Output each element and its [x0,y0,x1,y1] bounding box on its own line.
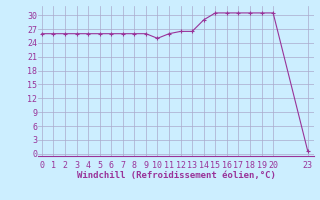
X-axis label: Windchill (Refroidissement éolien,°C): Windchill (Refroidissement éolien,°C) [76,171,276,180]
